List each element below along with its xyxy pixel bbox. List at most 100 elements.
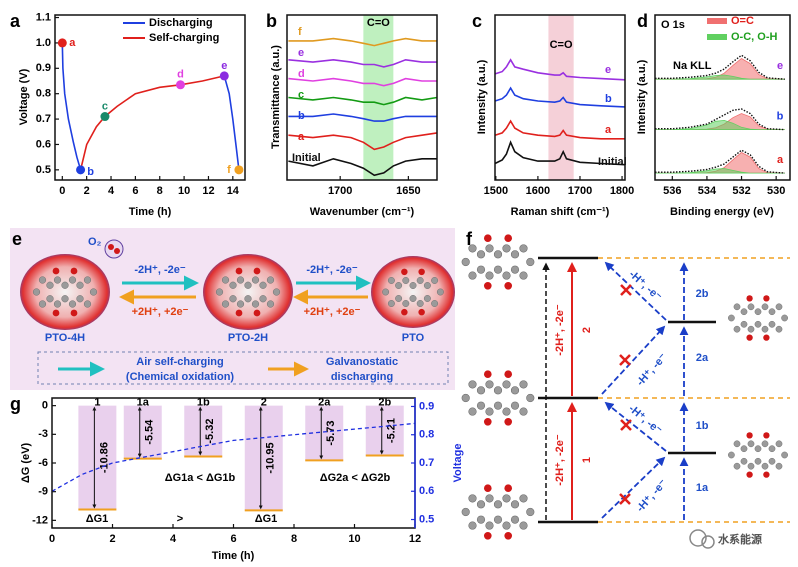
band-label: C=O — [367, 17, 390, 29]
comparison-label: ΔG1 — [255, 513, 278, 525]
comparison-label: > — [177, 513, 183, 525]
y-tick-label: -12 — [32, 514, 48, 526]
legend-swatch — [707, 18, 727, 24]
x-axis-label: Wavenumber (cm⁻¹) — [310, 206, 415, 218]
y2-tick-label: 0.9 — [419, 400, 434, 412]
step-label: -H⁺, -e⁻ — [634, 351, 669, 388]
y-tick-label: -6 — [38, 457, 48, 469]
series-line — [288, 77, 437, 87]
curve-label: e — [605, 64, 611, 76]
x-tick-label: 532 — [732, 185, 750, 197]
highlight-band — [363, 15, 394, 180]
legend-swatch — [707, 34, 727, 40]
state-label: b — [87, 166, 94, 178]
legend-box — [37, 351, 449, 385]
y-tick-label: -3 — [38, 428, 48, 440]
molecule-label: PTO-2H — [228, 332, 268, 344]
step-number: 1 — [581, 457, 593, 463]
curve-label: Initial — [598, 156, 627, 168]
bar — [365, 405, 404, 456]
bar-value-label: -5.32 — [204, 419, 216, 444]
bar — [78, 405, 117, 510]
series-line — [494, 86, 626, 108]
state-point — [57, 38, 67, 48]
x-tick-label: 1650 — [396, 185, 420, 197]
step-label: -H⁺, -e⁻ — [634, 477, 669, 514]
legend-label: O-C, O-H — [731, 31, 777, 43]
y-axis-label: Intensity (a.u.) — [636, 59, 648, 134]
series-line — [494, 119, 625, 140]
panel-letter: c — [472, 11, 482, 31]
panel-letter: g — [10, 394, 21, 414]
x-tick-label: 10 — [348, 533, 360, 545]
molecule-pto — [371, 256, 455, 328]
bar-value-label: -5.21 — [386, 418, 398, 443]
spectrum-label: b — [777, 111, 784, 123]
x-tick-label: 12 — [409, 533, 421, 545]
x-tick-label: 1700 — [328, 185, 352, 197]
state-label: f — [227, 164, 231, 176]
series-line — [288, 113, 437, 122]
step-number: 2a — [696, 352, 709, 364]
panel-letter: e — [12, 229, 22, 249]
curve-label: a — [605, 124, 612, 136]
bar-category-label: 1 — [94, 397, 100, 409]
x-tick-label: 2 — [109, 533, 115, 545]
x-tick-label: 1700 — [568, 185, 592, 197]
legend-label: Self-charging — [149, 32, 219, 44]
x-axis-label: Time (h) — [212, 550, 255, 562]
reaction-label: +2H⁺, +2e⁻ — [304, 306, 361, 318]
x-tick-label: 0 — [59, 185, 65, 197]
state-label: a — [69, 37, 76, 49]
step-label: -2H⁺, -2e⁻ — [554, 434, 566, 486]
x-tick-label: 14 — [227, 185, 240, 197]
reaction-label: -2H⁺, -2e⁻ — [306, 264, 358, 276]
step-label: -H⁺, -e⁻ — [626, 403, 664, 437]
oxygen-label: O₂ — [88, 236, 102, 248]
step-number: 2 — [581, 327, 593, 333]
reaction-label: +2H⁺, +2e⁻ — [132, 306, 189, 318]
fit-component — [655, 119, 785, 130]
series-line — [494, 58, 626, 81]
state-label: d — [177, 69, 184, 81]
bar-category-label: 2b — [378, 397, 391, 409]
spectrum — [655, 108, 785, 131]
spectrum-label: a — [777, 154, 784, 166]
energy-guides — [598, 257, 790, 523]
x-tick-label: 6 — [230, 533, 236, 545]
molecule — [461, 483, 535, 541]
y-tick-label: 1.1 — [36, 11, 51, 23]
y-tick-label: 0.6 — [36, 138, 51, 150]
comparison-label: ΔG2a < ΔG2b — [320, 472, 391, 484]
molecule — [727, 294, 789, 342]
y-axis-label: Intensity (a.u.) — [476, 59, 488, 134]
comparison-label: ΔG1a < ΔG1b — [165, 472, 236, 484]
panel-title: O 1s — [661, 19, 685, 31]
x-tick-label: 8 — [157, 185, 163, 197]
state-label: c — [102, 100, 108, 112]
watermark: 水系能源 — [718, 532, 762, 546]
x-tick-label: 10 — [178, 185, 190, 197]
oxygen-molecule — [104, 239, 124, 259]
x-tick-label: 8 — [291, 533, 297, 545]
legend-label: O=C — [731, 15, 754, 27]
plot-frame — [654, 14, 791, 181]
legend-text: Air self-charging — [136, 356, 223, 368]
series-line — [288, 157, 437, 177]
bar-value-label: -5.54 — [144, 419, 156, 445]
y2-axis-label: Voltage — [452, 444, 464, 483]
legend-text: (Chemical oxidation) — [126, 371, 235, 383]
x-tick-label: 1600 — [526, 185, 550, 197]
step-label: -2H⁺, -2e⁻ — [554, 304, 566, 356]
legend-text: Galvanostatic — [326, 356, 398, 368]
spectrum-label: e — [777, 60, 783, 72]
series-line — [61, 42, 240, 171]
x-axis-label: Raman shift (cm⁻¹) — [511, 206, 610, 218]
molecule-label: PTO-4H — [45, 332, 85, 344]
bar — [184, 405, 223, 457]
x-tick-label: 534 — [698, 185, 717, 197]
y-axis-label: Transmittance (a.u.) — [270, 45, 282, 149]
bar-category-label: 1b — [197, 397, 210, 409]
bar-category-label: 1a — [137, 397, 150, 409]
comparison-label: ΔG1 — [86, 513, 109, 525]
